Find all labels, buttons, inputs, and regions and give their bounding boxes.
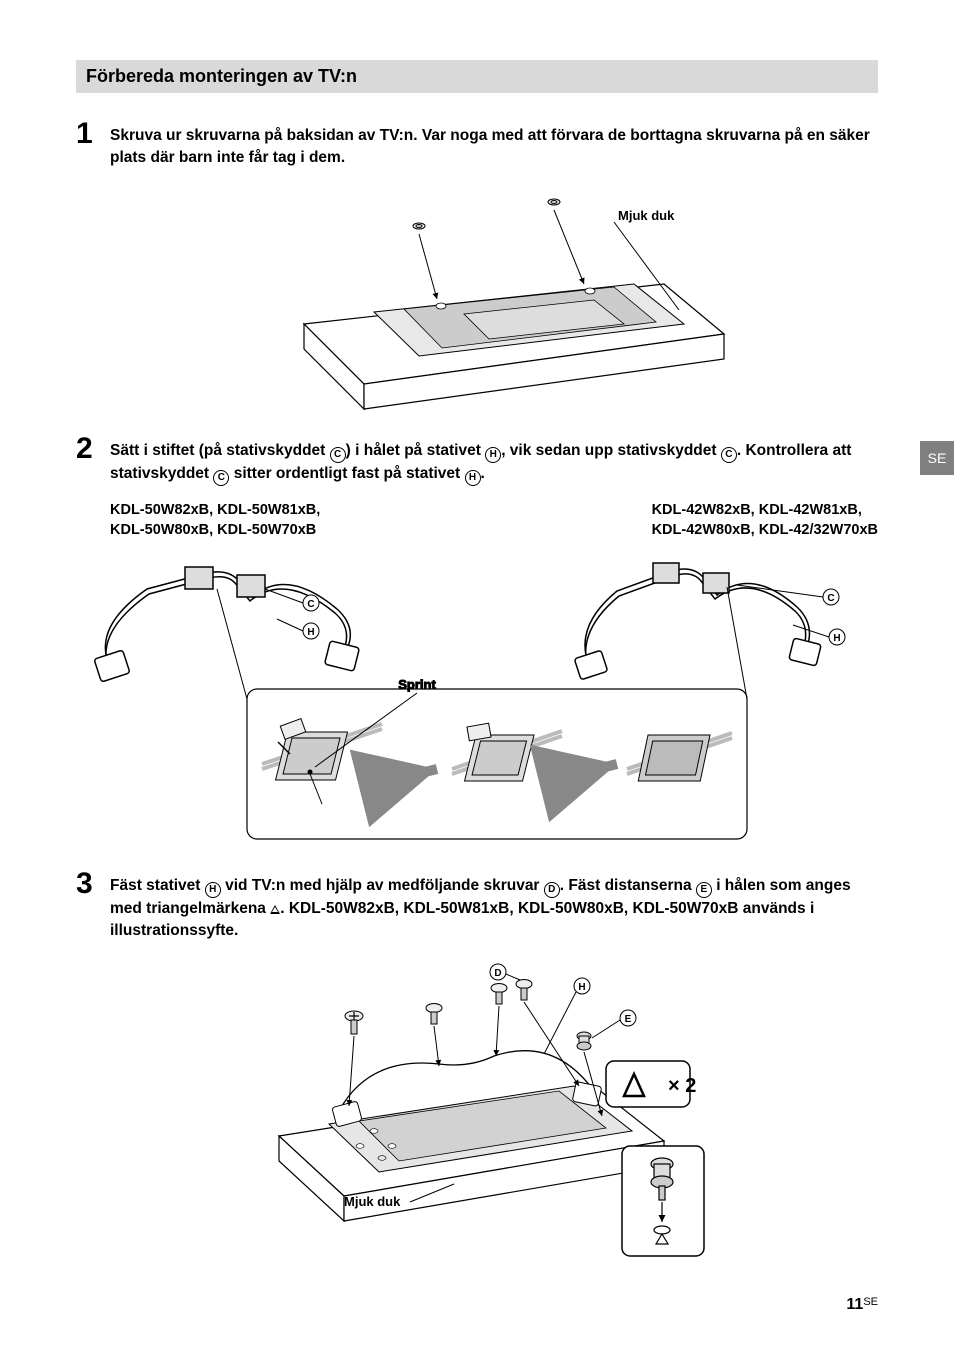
marker-d-icon: D [544,882,560,898]
svg-text:C: C [827,593,834,604]
model-left: KDL-50W82xB, KDL-50W81xB, KDL-50W80xB, K… [110,500,320,541]
step-text: Sätt i stiftet (på stativskyddet C) i hå… [110,434,878,486]
svg-text:D: D [494,968,501,979]
label-times-two: × 2 [668,1075,696,1097]
diagram-step3: D H E × 2 [110,956,878,1266]
marker-c-icon: C [213,470,229,486]
step-2: 2 Sätt i stiftet (på stativskyddet C) i … [76,434,878,486]
marker-h-icon: H [485,447,501,463]
label-sprint: Sprint [398,677,436,692]
model-labels: KDL-50W82xB, KDL-50W81xB, KDL-50W80xB, K… [110,500,878,541]
step-1: 1 Skruva ur skruvarna på baksidan av TV:… [76,119,878,170]
label-mjuk-duk: Mjuk duk [618,208,675,223]
page-number: 11SE [846,1296,878,1314]
label-mjuk-duk: Mjuk duk [344,1194,401,1209]
marker-c-icon: C [721,447,737,463]
step-text: Skruva ur skruvarna på baksidan av TV:n.… [110,119,878,170]
marker-h-icon: H [205,882,221,898]
svg-text:E: E [625,1014,632,1025]
step-number: 2 [76,434,110,464]
diagram-step1: Mjuk duk [110,184,878,414]
section-header: Förbereda monteringen av TV:n [76,60,878,93]
step-number: 3 [76,869,110,899]
marker-c-icon: C [330,447,346,463]
step-3: 3 Fäst stativet H vid TV:n med hjälp av … [76,869,878,943]
marker-h-icon: H [465,470,481,486]
marker-e-icon: E [696,882,712,898]
model-right: KDL-42W82xB, KDL-42W81xB, KDL-42W80xB, K… [652,500,878,541]
step-number: 1 [76,119,110,149]
diagram-step2: C H C H [76,549,878,849]
svg-text:H: H [578,982,585,993]
svg-text:H: H [307,627,314,638]
svg-text:C: C [307,599,314,610]
step-text: Fäst stativet H vid TV:n med hjälp av me… [110,869,878,943]
page: Förbereda monteringen av TV:n 1 Skruva u… [0,0,954,1326]
svg-text:H: H [833,633,840,644]
triangle-icon [270,905,280,914]
